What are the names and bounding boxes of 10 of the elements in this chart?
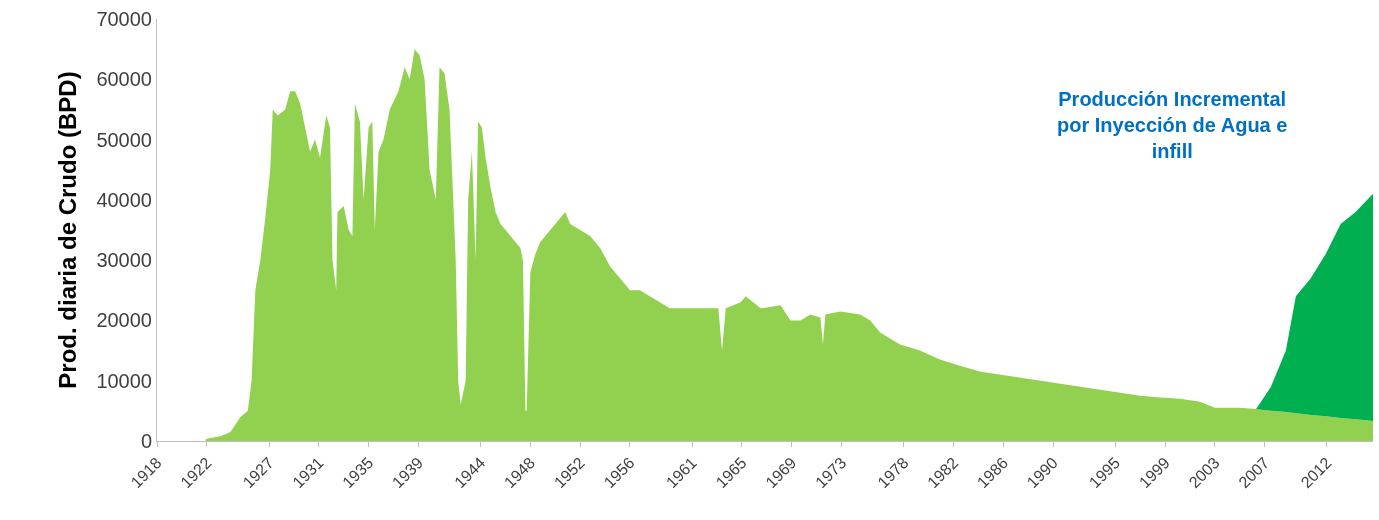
y-tick-label: 60000	[96, 68, 152, 91]
y-tick-label: 10000	[96, 369, 152, 392]
y-axis-title: Prod. diaria de Crudo (BPD)	[54, 71, 82, 389]
y-tick-label: 0	[140, 430, 152, 452]
y-tick-label: 50000	[96, 128, 152, 151]
y-tick-label: 30000	[96, 249, 152, 272]
y-tick-label: 20000	[96, 309, 152, 332]
y-tick-label: 40000	[96, 188, 152, 211]
annotation: Producción Incremental por Inyección de Agua e infill	[1057, 88, 1288, 162]
y-tick-label: 70000	[96, 8, 152, 30]
